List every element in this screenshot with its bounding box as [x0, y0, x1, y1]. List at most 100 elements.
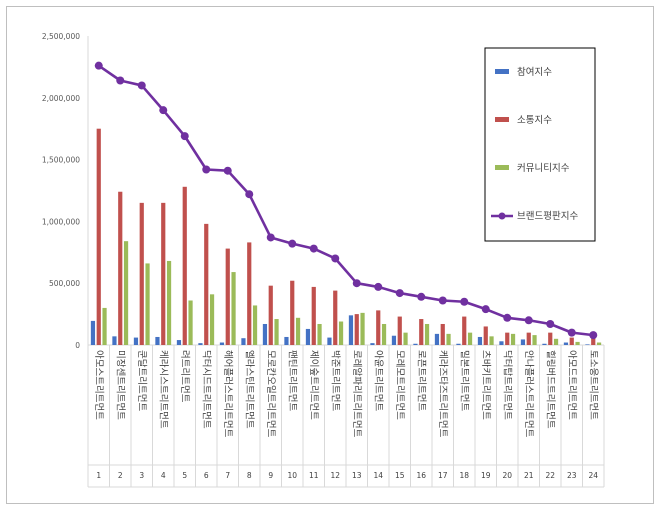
- data-point: [481, 305, 490, 314]
- category-label: 닥터탑트리트먼트: [501, 350, 513, 420]
- bar: [198, 343, 203, 345]
- bar: [252, 305, 258, 345]
- bar: [397, 316, 402, 345]
- bar: [139, 202, 144, 345]
- legend-box: [484, 47, 596, 242]
- chart-frame: [6, 6, 654, 504]
- category-label: 엘라스틴트리트먼트: [243, 350, 254, 429]
- legend-label: 커뮤니티지수: [517, 163, 570, 174]
- bar: [241, 338, 246, 345]
- category-label: 힐링버드트리트먼트: [544, 350, 556, 429]
- category-index-label: 8: [247, 471, 252, 480]
- bar: [596, 342, 602, 345]
- data-point: [438, 296, 447, 305]
- bar: [505, 332, 510, 345]
- legend-swatch: [495, 69, 509, 74]
- bar: [317, 323, 322, 345]
- category-label: 케라시스트리트먼트: [157, 350, 168, 429]
- category-label: 헤어플러스트리트먼트: [222, 350, 234, 438]
- data-point: [116, 76, 125, 85]
- category-label: 제이숲트리트먼트: [308, 350, 319, 420]
- category-index-label: 9: [268, 471, 273, 480]
- bar: [526, 332, 531, 345]
- bar: [434, 333, 440, 345]
- legend-label: 브랜드평판지수: [517, 211, 578, 222]
- data-point: [202, 165, 211, 174]
- category-label: 안나플러스트리트먼트: [523, 350, 534, 438]
- category-index-label: 3: [139, 471, 144, 480]
- legend-label: 참여지수: [517, 66, 552, 78]
- data-point: [395, 289, 404, 298]
- bar: [176, 340, 182, 345]
- category-index-label: 11: [309, 471, 319, 480]
- category-label: 아모드트리트먼트: [566, 350, 577, 420]
- bar: [145, 263, 150, 345]
- bar: [446, 333, 451, 345]
- legend-swatch: [495, 165, 509, 170]
- data-point: [417, 292, 426, 301]
- bar: [462, 316, 467, 345]
- bar: [90, 320, 96, 345]
- data-point: [589, 331, 598, 340]
- bar: [112, 336, 117, 345]
- bar: [591, 338, 596, 345]
- bar: [360, 312, 365, 345]
- data-point: [266, 233, 275, 242]
- bar: [182, 186, 187, 345]
- data-point: [567, 328, 576, 337]
- category-label: 아윤트리트먼트: [372, 350, 383, 411]
- bar: [585, 344, 590, 345]
- y-tick-label: 2,500,000: [42, 32, 80, 41]
- category-index-label: 13: [352, 471, 362, 480]
- category-index-label: 10: [287, 471, 297, 480]
- bar: [268, 285, 273, 345]
- category-index-label: 20: [502, 471, 512, 480]
- bar: [305, 328, 311, 345]
- bar: [327, 337, 332, 345]
- category-index-label: 24: [588, 471, 598, 480]
- bar: [166, 260, 172, 345]
- bar: [553, 338, 559, 345]
- data-point: [460, 297, 469, 306]
- bar: [204, 223, 209, 345]
- category-label: 케라즈타즈트리트먼트: [437, 350, 448, 438]
- category-index-label: 14: [373, 471, 383, 480]
- category-index-label: 15: [395, 471, 405, 480]
- bar: [133, 337, 139, 345]
- data-point: [546, 319, 555, 328]
- category-label: 박준트리트먼트: [329, 350, 340, 411]
- bar: [532, 335, 537, 345]
- bar: [219, 342, 225, 345]
- bar: [569, 337, 574, 345]
- bar: [295, 317, 301, 345]
- bar: [391, 335, 397, 345]
- bar: [209, 294, 215, 345]
- category-label: 모레모트리트먼트: [394, 350, 405, 420]
- bar: [96, 128, 101, 345]
- bar: [477, 336, 483, 345]
- category-label: 로레알파리트리트먼트: [351, 350, 362, 438]
- bar: [338, 321, 344, 345]
- y-tick-label: 2,000,000: [42, 94, 80, 103]
- category-index-label: 21: [524, 471, 534, 480]
- data-point: [503, 313, 512, 322]
- category-index-label: 22: [545, 471, 555, 480]
- category-label: 닥터시드트리트먼트: [200, 350, 211, 429]
- bar: [284, 336, 289, 345]
- category-label: 아모스트리트먼트: [93, 350, 104, 420]
- bar: [274, 319, 279, 345]
- data-point: [288, 239, 297, 248]
- bar: [520, 339, 526, 345]
- category-label: 려트리트먼트: [179, 350, 191, 403]
- bar: [262, 323, 268, 345]
- data-point: [94, 61, 103, 70]
- bar: [424, 323, 430, 345]
- category-index-label: 23: [567, 471, 577, 480]
- bar: [499, 341, 504, 345]
- bar: [290, 280, 295, 345]
- bar: [542, 343, 547, 345]
- bar: [247, 242, 252, 345]
- y-tick-label: 500,000: [49, 279, 80, 288]
- category-index-label: 6: [204, 471, 209, 480]
- bar: [483, 326, 488, 345]
